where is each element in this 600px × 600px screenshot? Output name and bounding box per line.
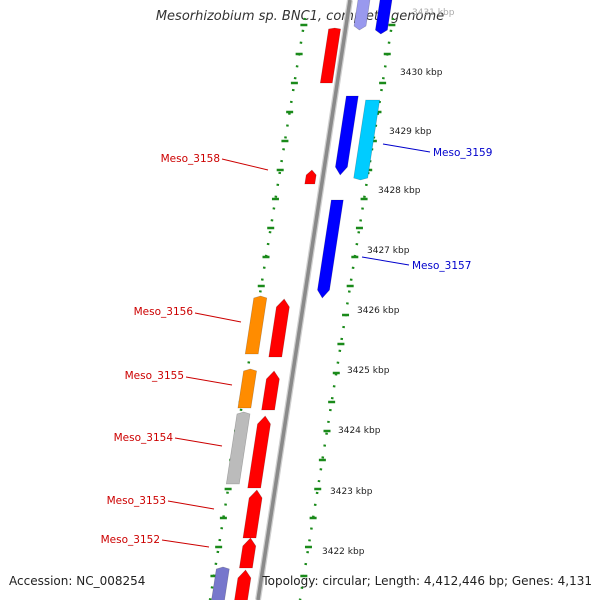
gene-meso-3155-a bbox=[237, 368, 257, 409]
gene-label-reverse: Meso_3156 bbox=[134, 306, 194, 318]
tick-label: 3423 kbp bbox=[330, 487, 373, 497]
gene-meso-3153 bbox=[242, 489, 263, 539]
label-leader-line bbox=[382, 143, 431, 153]
tick-label: 3429 kbp bbox=[389, 127, 432, 137]
gene-forward-top-left bbox=[353, 0, 371, 31]
tick-label: 3428 kbp bbox=[378, 186, 421, 196]
tick-label: 3425 kbp bbox=[347, 366, 390, 376]
tick-label: 3422 kbp bbox=[322, 547, 365, 557]
label-leader-line bbox=[174, 437, 223, 447]
label-leader-line bbox=[167, 500, 215, 510]
gene-meso-3155-b bbox=[261, 370, 280, 411]
label-leader-line bbox=[194, 312, 242, 323]
accession-text: Accession: NC_008254 bbox=[9, 574, 146, 588]
gene-meso-3154-a bbox=[225, 411, 251, 485]
gene-meso-3158 bbox=[304, 169, 317, 185]
gene-label-forward: Meso_3157 bbox=[412, 260, 471, 272]
gene-meso-3159-a bbox=[335, 95, 359, 176]
tick-label: 3431 kbp bbox=[412, 8, 455, 18]
gene-top-reverse bbox=[319, 27, 341, 84]
tick-label: 3427 kbp bbox=[367, 246, 410, 256]
tick-label: 3426 kbp bbox=[357, 306, 400, 316]
gene-meso-3152 bbox=[239, 537, 257, 569]
tick-label: 3424 kbp bbox=[338, 426, 381, 436]
gene-label-forward: Meso_3159 bbox=[433, 147, 492, 159]
gene-label-reverse: Meso_3155 bbox=[125, 370, 184, 382]
label-leader-line bbox=[161, 539, 210, 548]
backbone-line bbox=[256, 0, 352, 600]
label-leader-line bbox=[185, 376, 233, 386]
gene-meso-3159-b bbox=[353, 99, 381, 181]
gene-label-reverse: Meso_3158 bbox=[161, 153, 220, 165]
gene-label-reverse: Meso_3152 bbox=[101, 534, 160, 546]
topology-summary: Topology: circular; Length: 4,412,446 bp… bbox=[262, 574, 592, 588]
map-title: Mesorhizobium sp. BNC1, complete genome bbox=[155, 9, 445, 24]
tick-label: 3430 kbp bbox=[400, 68, 443, 78]
gene-label-reverse: Meso_3154 bbox=[114, 432, 174, 444]
gene-forward-top-right bbox=[375, 0, 393, 35]
gene-bottom-left bbox=[211, 566, 230, 600]
gene-meso-3157 bbox=[317, 199, 344, 299]
gene-meso-3154-b bbox=[247, 415, 271, 489]
gene-label-reverse: Meso_3153 bbox=[107, 495, 166, 507]
gene-meso-3156-a bbox=[244, 295, 268, 355]
gene-meso-3156-b bbox=[268, 298, 290, 358]
label-leader-line bbox=[221, 158, 269, 171]
label-leader-line bbox=[361, 256, 410, 266]
gene-bottom-right bbox=[234, 569, 252, 600]
